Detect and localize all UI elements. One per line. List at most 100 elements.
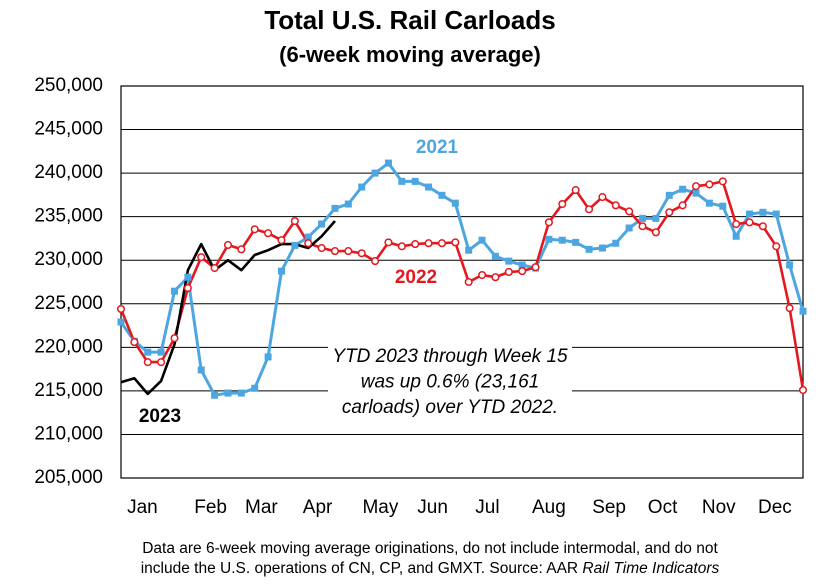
- point: [799, 307, 807, 315]
- point: [491, 273, 500, 282]
- series-line: [119, 180, 805, 391]
- x-tick-label: May: [362, 497, 398, 518]
- point: [130, 338, 139, 347]
- point: [638, 222, 647, 231]
- point: [652, 214, 660, 222]
- point: [197, 253, 206, 262]
- point: [397, 242, 406, 251]
- footnote-text: include the U.S. operations of CN, CP, a…: [141, 560, 583, 577]
- point: [264, 353, 272, 361]
- point: [371, 257, 380, 266]
- point: [518, 261, 526, 269]
- point: [250, 225, 259, 234]
- point: [330, 247, 340, 256]
- series-label: 2021: [416, 137, 459, 158]
- point: [237, 389, 245, 397]
- series-line: [119, 161, 805, 397]
- point: [679, 185, 687, 193]
- point: [478, 236, 486, 244]
- point: [732, 232, 740, 240]
- point: [117, 318, 125, 326]
- point: [772, 210, 780, 218]
- y-tick-label: 220,000: [34, 336, 103, 357]
- point: [451, 199, 459, 207]
- point: [157, 358, 166, 367]
- point: [758, 222, 767, 231]
- point: [210, 264, 219, 273]
- point: [318, 220, 326, 228]
- x-tick-label: Dec: [758, 497, 792, 518]
- point: [237, 245, 246, 254]
- point: [464, 277, 473, 287]
- point: [732, 220, 741, 229]
- point: [291, 241, 299, 249]
- point: [558, 236, 566, 244]
- footnote: include the U.S. operations of CN, CP, a…: [141, 560, 720, 577]
- series-line: [120, 220, 336, 396]
- point: [719, 202, 727, 210]
- point: [639, 214, 647, 222]
- point: [798, 385, 808, 395]
- y-tick-label: 225,000: [34, 293, 103, 314]
- point: [625, 224, 633, 232]
- series-label: 2023: [139, 406, 181, 427]
- x-tick-label: Feb: [194, 497, 227, 518]
- point: [705, 180, 714, 189]
- x-tick-label: Jan: [127, 497, 158, 518]
- footnote: Data are 6-week moving average originati…: [142, 540, 718, 557]
- point: [465, 246, 473, 254]
- x-tick-label: Apr: [303, 497, 333, 518]
- point: [531, 263, 540, 272]
- point: [398, 177, 406, 185]
- point: [545, 235, 553, 243]
- point: [518, 267, 527, 276]
- x-tick-label: Aug: [532, 497, 566, 518]
- point: [357, 249, 366, 258]
- point: [438, 191, 446, 199]
- point: [612, 239, 620, 247]
- x-tick-label: Jul: [475, 497, 499, 518]
- point: [598, 193, 607, 202]
- point: [759, 208, 767, 216]
- annotation: was up 0.6% (23,161: [361, 372, 540, 393]
- point: [277, 267, 285, 275]
- y-tick-label: 235,000: [34, 206, 103, 227]
- annotation-box: [328, 344, 572, 420]
- point: [745, 218, 754, 227]
- point: [331, 204, 339, 212]
- x-tick-label: Sep: [592, 497, 626, 518]
- point: [411, 177, 419, 185]
- point: [277, 236, 286, 245]
- point: [478, 270, 487, 280]
- point: [746, 210, 754, 218]
- point: [786, 261, 794, 269]
- y-tick-label: 215,000: [34, 380, 103, 401]
- point: [451, 238, 460, 247]
- point: [491, 252, 499, 260]
- point: [304, 233, 312, 241]
- point: [705, 199, 713, 207]
- point: [598, 244, 606, 252]
- point: [691, 182, 701, 191]
- point: [184, 273, 192, 281]
- point: [505, 257, 513, 265]
- point: [585, 245, 593, 253]
- point: [317, 243, 326, 253]
- point: [424, 239, 433, 248]
- point: [718, 177, 727, 186]
- point: [264, 229, 273, 238]
- point: [197, 366, 205, 374]
- point: [678, 201, 687, 210]
- point: [344, 247, 353, 256]
- plot-border: [120, 85, 804, 479]
- point: [371, 169, 379, 177]
- y-tick-label: 205,000: [34, 467, 103, 488]
- point: [170, 287, 178, 295]
- point: [143, 358, 152, 367]
- point: [437, 239, 446, 248]
- x-tick-label: Mar: [245, 497, 278, 518]
- point: [251, 384, 259, 392]
- point: [358, 183, 366, 191]
- series-label: 2022: [395, 267, 437, 288]
